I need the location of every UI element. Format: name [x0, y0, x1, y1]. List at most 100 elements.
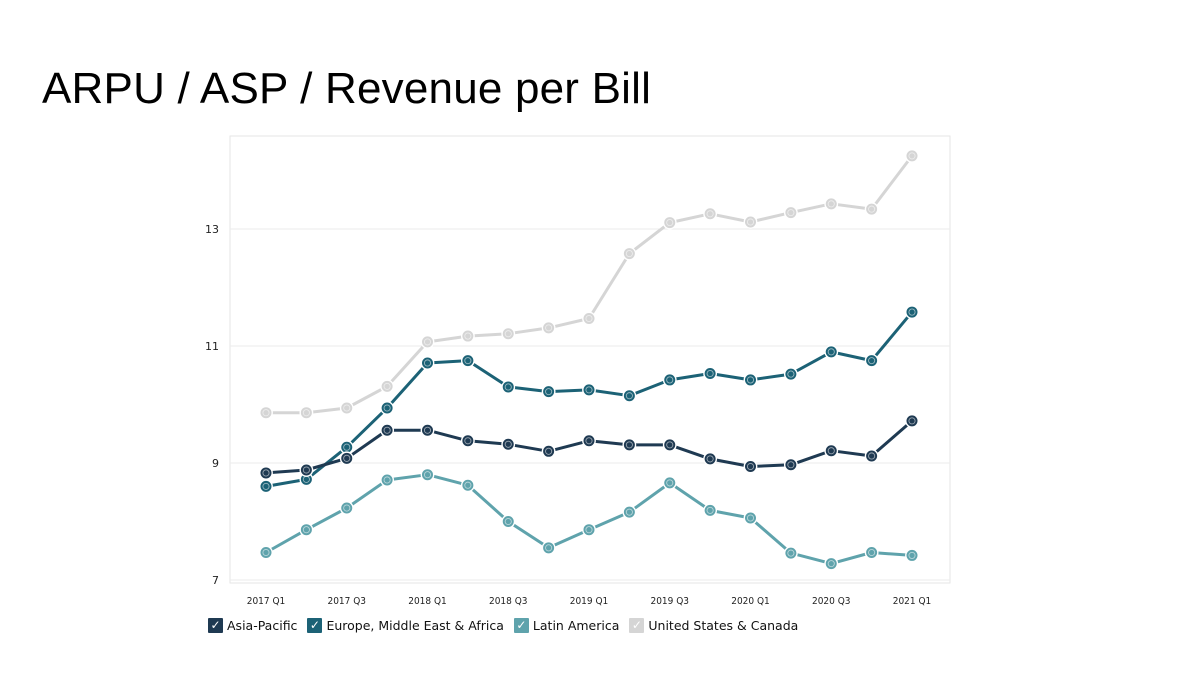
data-point[interactable] — [662, 215, 677, 230]
data-point[interactable] — [339, 451, 354, 466]
y-tick-label: 11 — [205, 340, 219, 353]
legend-item[interactable]: ✓ Latin America — [513, 618, 619, 633]
data-point[interactable] — [622, 505, 637, 520]
series-group — [259, 148, 919, 571]
data-point-ring — [746, 462, 755, 471]
data-point[interactable] — [824, 443, 839, 458]
data-point[interactable] — [783, 546, 798, 560]
data-point[interactable] — [703, 452, 718, 466]
data-point[interactable] — [420, 423, 435, 438]
data-point[interactable] — [824, 196, 839, 211]
data-point[interactable] — [339, 401, 354, 415]
data-point[interactable] — [783, 367, 798, 381]
data-point[interactable] — [541, 320, 556, 335]
data-point[interactable] — [582, 382, 596, 397]
data-point[interactable] — [299, 522, 314, 537]
data-point-ring — [827, 447, 835, 455]
data-point[interactable] — [662, 475, 677, 490]
data-point[interactable] — [460, 353, 475, 368]
data-point[interactable] — [864, 449, 879, 463]
data-point[interactable] — [783, 205, 798, 220]
data-point[interactable] — [622, 388, 637, 403]
data-point[interactable] — [259, 545, 273, 560]
data-point[interactable] — [339, 501, 354, 515]
data-point-ring — [423, 338, 432, 346]
x-tick-label: 2020 Q1 — [731, 596, 770, 607]
data-point[interactable] — [703, 366, 718, 381]
data-point[interactable] — [420, 356, 435, 370]
data-point[interactable] — [905, 148, 919, 163]
data-point[interactable] — [460, 478, 475, 493]
series-asia-pacific — [259, 413, 919, 480]
data-point[interactable] — [703, 503, 718, 518]
data-point[interactable] — [380, 379, 395, 394]
data-point[interactable] — [662, 437, 677, 452]
checkbox-check-icon[interactable]: ✓ — [208, 618, 223, 633]
data-point[interactable] — [703, 206, 718, 221]
data-point[interactable] — [460, 433, 475, 448]
x-tick-label: 2019 Q1 — [570, 596, 609, 607]
data-point-ring — [585, 526, 593, 534]
checkbox-check-icon[interactable]: ✓ — [629, 618, 645, 633]
data-point-ring — [746, 218, 755, 226]
data-point[interactable] — [501, 514, 516, 529]
data-point[interactable] — [501, 380, 516, 394]
data-point[interactable] — [460, 329, 475, 343]
legend-item[interactable]: ✓ Asia-Pacific — [208, 618, 297, 633]
x-tick-label: 2017 Q3 — [327, 596, 366, 607]
data-point[interactable] — [420, 335, 435, 349]
slide-title: ARPU / ASP / Revenue per Bill — [42, 64, 652, 113]
checkbox-check-icon[interactable]: ✓ — [513, 618, 529, 633]
x-tick-label: 2021 Q1 — [893, 596, 932, 607]
data-point[interactable] — [864, 202, 879, 217]
data-point-ring — [302, 409, 310, 417]
data-point[interactable] — [864, 545, 879, 560]
data-point[interactable] — [824, 344, 839, 359]
data-point[interactable] — [380, 401, 395, 415]
legend-label: Europe, Middle East & Africa — [326, 618, 504, 633]
data-point[interactable] — [622, 246, 637, 261]
data-point[interactable] — [743, 373, 758, 387]
data-point[interactable] — [259, 405, 273, 420]
data-point[interactable] — [582, 522, 596, 537]
data-point[interactable] — [501, 437, 516, 452]
data-point[interactable] — [299, 463, 314, 477]
data-point-ring — [343, 454, 351, 462]
data-point[interactable] — [541, 540, 556, 555]
data-point[interactable] — [905, 305, 919, 319]
data-point[interactable] — [259, 479, 273, 494]
data-point[interactable] — [541, 384, 556, 399]
data-point-ring — [908, 417, 916, 425]
data-point-ring — [464, 481, 472, 489]
series-united-states-canada — [259, 148, 919, 420]
data-point[interactable] — [380, 473, 395, 487]
checkbox-check-icon[interactable]: ✓ — [307, 618, 323, 633]
data-point[interactable] — [259, 466, 273, 480]
data-point-ring — [504, 440, 512, 448]
data-point[interactable] — [541, 444, 556, 459]
data-point-ring — [827, 560, 835, 568]
data-point[interactable] — [783, 457, 798, 472]
data-point[interactable] — [824, 556, 839, 571]
data-point[interactable] — [622, 437, 637, 452]
data-point[interactable] — [864, 353, 879, 368]
data-point[interactable] — [905, 548, 919, 563]
data-point[interactable] — [501, 326, 516, 341]
legend-item[interactable]: ✓ United States & Canada — [629, 618, 798, 633]
data-point-ring — [545, 447, 553, 455]
data-point-ring — [383, 382, 391, 390]
y-tick-label: 9 — [212, 457, 219, 470]
y-axis: 7 9 11 13 — [205, 223, 219, 587]
data-point[interactable] — [420, 467, 435, 482]
data-point[interactable] — [905, 413, 919, 428]
data-point[interactable] — [743, 459, 758, 474]
legend-item[interactable]: ✓ Europe, Middle East & Africa — [307, 618, 504, 633]
data-point[interactable] — [299, 405, 314, 420]
data-point[interactable] — [743, 215, 758, 229]
data-point[interactable] — [743, 511, 758, 525]
data-point-ring — [585, 437, 593, 445]
data-point[interactable] — [662, 373, 677, 387]
data-point[interactable] — [380, 423, 395, 438]
data-point[interactable] — [582, 433, 596, 448]
data-point[interactable] — [582, 311, 596, 326]
